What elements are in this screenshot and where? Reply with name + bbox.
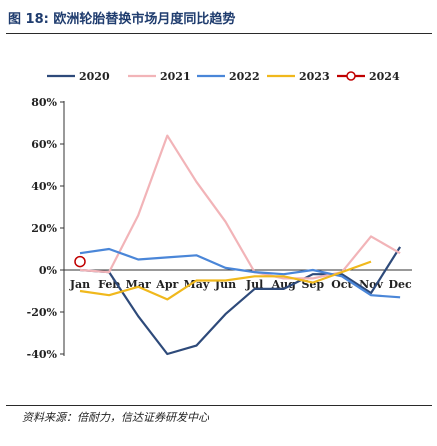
source-note: 资料来源：倍耐力，信达证券研发中心 — [22, 411, 209, 424]
series-2024-marker — [74, 255, 86, 268]
series-group — [74, 134, 402, 356]
legend-marker-2024 — [346, 71, 356, 81]
series-2023-line — [79, 260, 372, 301]
figure-title: 图 18: 欧洲轮胎替换市场月度同比趋势 — [8, 8, 235, 32]
x-tick-label: Jul — [245, 278, 263, 291]
x-tick-label: Dec — [388, 278, 412, 291]
y-tick-label: 80% — [31, 96, 57, 109]
legend-label-2024: 2024 — [369, 70, 400, 83]
legend-label-2020: 2020 — [79, 70, 110, 83]
y-tick-label: 40% — [31, 180, 57, 193]
chart-legend: 2020 2021 2022 2023 2024 — [47, 70, 400, 83]
y-tick-label: -40% — [27, 348, 58, 361]
x-tick-label: Jan — [69, 278, 90, 291]
x-tick-label: Aug — [271, 278, 297, 291]
y-tick-label: -20% — [27, 306, 58, 319]
series-2021-line — [79, 134, 401, 280]
y-tick-label: 60% — [31, 138, 57, 151]
y-tick-label: 20% — [31, 222, 57, 235]
x-tick-label: Apr — [155, 278, 178, 291]
y-tick-label: 0% — [39, 264, 58, 277]
legend-label-2022: 2022 — [229, 70, 260, 83]
source-divider — [6, 405, 432, 406]
y-axis: -40% -20% 0% 20% 40% 60% 80% — [27, 96, 65, 361]
legend-label-2021: 2021 — [160, 70, 191, 83]
figure-title-text: 欧洲轮胎替换市场月度同比趋势 — [53, 12, 236, 27]
title-divider — [6, 33, 432, 34]
series-2020-line — [79, 246, 402, 356]
series-2022-line — [79, 247, 401, 299]
figure-label: 图 18: — [8, 12, 49, 27]
legend-label-2023: 2023 — [299, 70, 330, 83]
